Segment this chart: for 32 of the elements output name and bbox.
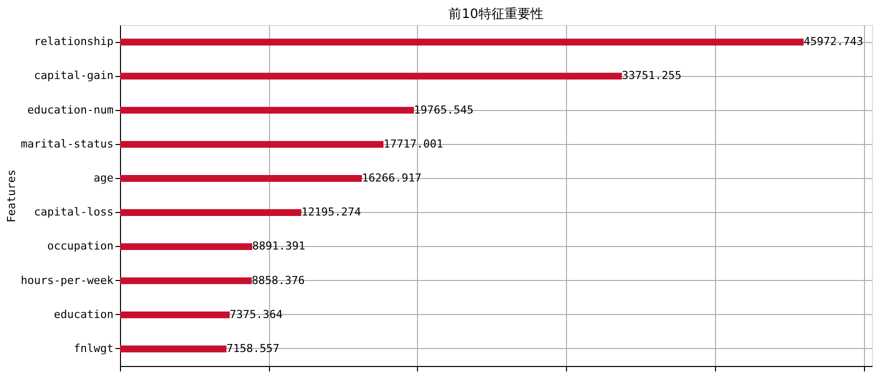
y-tick-label: hours-per-week — [20, 274, 114, 287]
y-tick-label: education — [54, 308, 114, 321]
data-label: 8858.376 — [252, 274, 305, 287]
bar — [120, 277, 252, 284]
data-label: 45972.743 — [804, 35, 864, 48]
y-axis-title: Features — [4, 170, 18, 222]
y-tick-label: fnlwgt — [74, 342, 114, 355]
chart-title: 前10特征重要性 — [448, 7, 544, 22]
bar — [120, 346, 226, 352]
data-label: 19765.545 — [414, 103, 474, 116]
y-tick-label: occupation — [47, 240, 114, 253]
y-tick-label: marital-status — [20, 137, 114, 150]
bar — [120, 38, 804, 46]
y-tick-label: capital-loss — [34, 206, 114, 219]
data-label: 7375.364 — [230, 308, 284, 321]
y-tick-label: age — [94, 171, 114, 184]
bar — [120, 72, 622, 80]
bar — [120, 209, 302, 216]
data-label: 12195.274 — [301, 206, 362, 219]
y-tick-label: capital-gain — [34, 69, 114, 82]
data-label: 7158.557 — [226, 342, 280, 355]
bar — [120, 175, 362, 182]
y-tick-label: relationship — [34, 35, 114, 48]
bar — [120, 106, 414, 114]
bar — [120, 140, 384, 148]
bar — [120, 243, 252, 250]
y-tick-label: education-num — [27, 103, 114, 116]
data-label: 33751.255 — [622, 69, 682, 82]
data-label: 8891.391 — [252, 240, 306, 253]
data-label: 16266.917 — [362, 171, 422, 184]
bar — [120, 311, 230, 318]
data-label: 17717.001 — [383, 137, 444, 150]
